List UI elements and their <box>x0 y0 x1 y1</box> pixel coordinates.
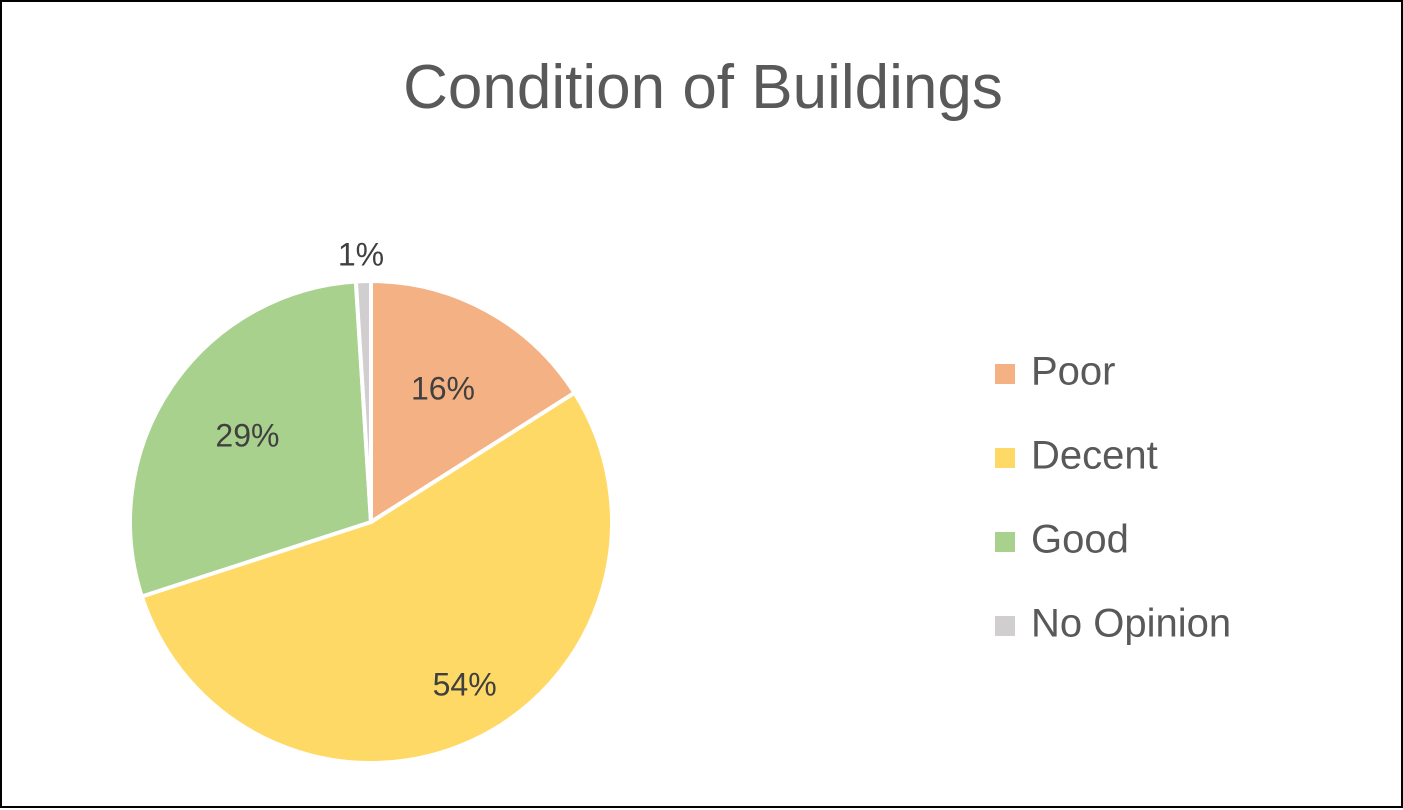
pie-slice-decent <box>139 390 614 765</box>
data-labels: 16% 54% 29% 1% <box>215 236 496 702</box>
data-label-poor: 16% <box>411 371 475 407</box>
legend: Poor Decent Good No Opinion <box>995 350 1231 646</box>
legend-label-poor: Poor <box>1031 350 1116 394</box>
pie-slice-poor <box>369 279 577 524</box>
data-label-no-opinion: 1% <box>338 236 384 272</box>
legend-label-no-opinion: No Opinion <box>1031 602 1231 646</box>
pie-slice-good <box>128 279 373 599</box>
pie-slice-no-opinion <box>353 279 373 524</box>
legend-item-good: Good <box>995 518 1129 562</box>
pie-slices <box>128 279 614 765</box>
chart-title: Condition of Buildings <box>403 53 1003 122</box>
legend-item-decent: Decent <box>995 434 1158 478</box>
legend-item-no-opinion: No Opinion <box>995 602 1231 646</box>
legend-swatch-good <box>995 532 1015 552</box>
data-label-good: 29% <box>215 417 279 453</box>
data-label-decent: 54% <box>433 667 497 703</box>
legend-label-decent: Decent <box>1031 434 1158 478</box>
legend-swatch-decent <box>995 448 1015 468</box>
legend-item-poor: Poor <box>995 350 1116 394</box>
legend-swatch-poor <box>995 364 1015 384</box>
legend-swatch-no-opinion <box>995 616 1015 636</box>
legend-label-good: Good <box>1031 518 1129 562</box>
